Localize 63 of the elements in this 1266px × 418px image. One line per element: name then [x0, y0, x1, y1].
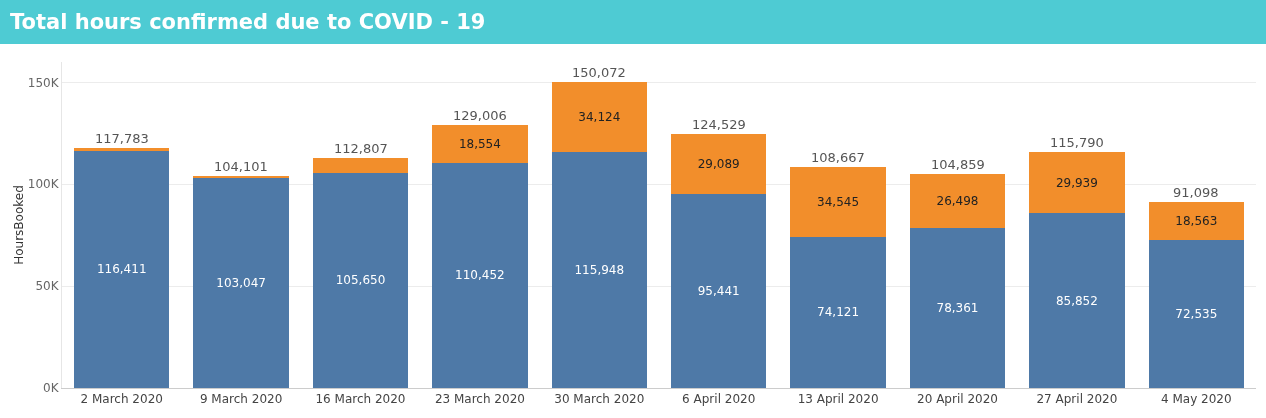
data-label: 29,939	[1055, 175, 1098, 190]
bar	[790, 166, 886, 237]
data-label: 72,535	[1175, 307, 1218, 322]
data-label: 29,089	[697, 156, 740, 171]
y-tick-label: 100K	[27, 177, 60, 192]
bar	[909, 174, 1006, 229]
data-label: 26,498	[936, 194, 979, 209]
bar	[909, 228, 1006, 388]
data-label: 115,948	[574, 262, 625, 277]
data-label: 116,411	[96, 262, 147, 277]
bar	[432, 162, 528, 388]
bar	[551, 151, 648, 388]
x-tick-label: 6 April 2020	[682, 392, 756, 407]
bar	[790, 236, 886, 388]
total-label: 115,790	[1050, 135, 1104, 150]
data-label: 95,441	[697, 283, 740, 298]
bar	[193, 175, 289, 179]
total-label: 91,098	[1173, 185, 1219, 200]
y-tick-label: 50K	[35, 279, 60, 294]
bar	[1029, 213, 1125, 388]
total-label: 150,072	[572, 65, 626, 80]
bar	[551, 82, 648, 152]
bar	[312, 172, 409, 388]
bar	[1148, 202, 1245, 241]
x-tick-label: 9 March 2020	[199, 392, 283, 407]
data-label: 105,650	[335, 273, 386, 288]
x-tick-label: 4 May 2020	[1160, 392, 1232, 407]
x-tick-label: 16 March 2020	[315, 392, 406, 407]
chart-title: Total hours confirmed due to COVID - 19	[0, 0, 1266, 44]
data-label: 85,852	[1055, 293, 1098, 308]
data-label: 110,452	[455, 268, 505, 283]
total-label: 124,529	[692, 117, 746, 132]
total-label: 129,006	[453, 108, 507, 123]
total-label: 104,101	[214, 159, 268, 174]
data-label: 18,554	[458, 137, 501, 152]
data-label: 34,124	[578, 109, 621, 124]
bar	[312, 158, 409, 173]
data-label: 74,121	[817, 305, 860, 320]
total-label: 104,859	[931, 157, 985, 172]
x-tick-label: 2 March 2020	[80, 392, 163, 407]
bar	[73, 150, 170, 388]
y-tick-label: 150K	[27, 75, 60, 90]
data-label: 103,047	[216, 276, 266, 291]
bar	[193, 178, 289, 388]
bar	[73, 148, 170, 151]
y-axis-title: HoursBooked	[11, 185, 26, 265]
x-tick-label: 20 April 2020	[917, 392, 998, 407]
data-label: 78,361	[936, 301, 979, 316]
total-label: 117,783	[95, 131, 149, 146]
x-tick-label: 13 April 2020	[797, 392, 879, 407]
bar	[432, 125, 528, 163]
x-tick-label: 23 March 2020	[434, 392, 525, 407]
x-tick-label: 30 March 2020	[554, 392, 645, 407]
total-label: 112,807	[334, 141, 388, 156]
bar	[1029, 152, 1125, 214]
bar	[670, 193, 767, 388]
data-label: 34,545	[817, 194, 860, 209]
y-tick-label: 0K	[43, 381, 60, 396]
total-label: 108,667	[811, 150, 865, 165]
bar	[1148, 240, 1245, 388]
x-tick-label: 27 April 2020	[1036, 392, 1118, 407]
data-label: 18,563	[1175, 214, 1218, 229]
bar	[670, 134, 767, 194]
